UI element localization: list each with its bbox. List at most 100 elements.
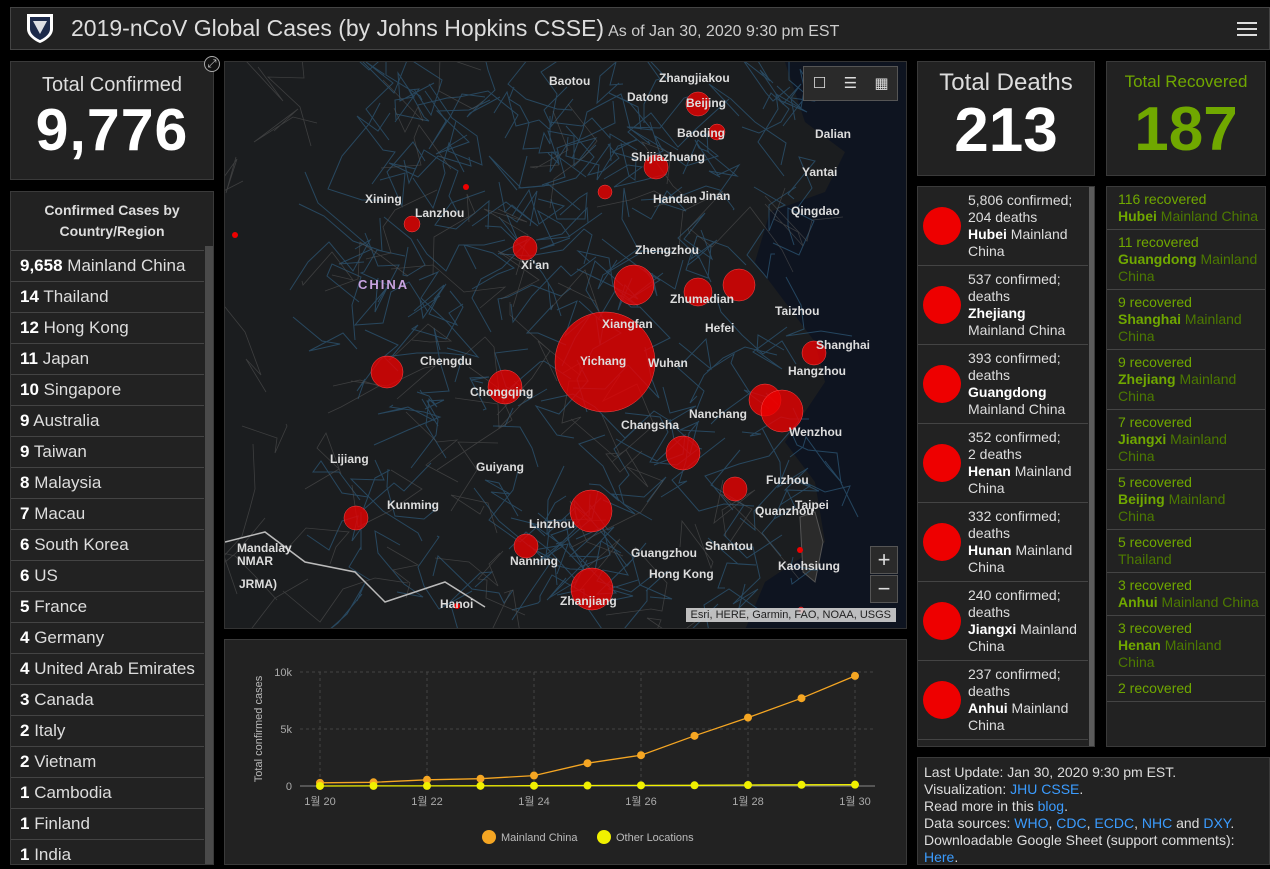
nhc-link[interactable]: NHC [1141, 815, 1173, 831]
case-bubble [570, 567, 614, 611]
country-row[interactable]: 2 Italy [11, 715, 204, 746]
country-name: Malaysia [34, 473, 102, 492]
city-label: Chengdu [420, 354, 472, 368]
jhu-csse-link[interactable]: JHU CSSE [1010, 781, 1080, 797]
basemap-gallery-icon[interactable]: ▦ [874, 75, 889, 92]
country-row[interactable]: 7 Macau [11, 498, 204, 529]
city-label: Nanchang [689, 407, 747, 421]
death-list-item[interactable]: 5,806 confirmed; 204 deaths Hubei Mainland… [918, 187, 1088, 266]
country-row[interactable]: 9,658 Mainland China [11, 250, 204, 281]
data-point [423, 781, 431, 790]
confirmed-count: 237 confirmed; [968, 666, 1061, 682]
who-link[interactable]: WHO [1014, 815, 1049, 831]
country-row[interactable]: 6 US [11, 560, 204, 591]
recovered-list-item[interactable]: 9 recovered Zhejiang Mainland China [1107, 350, 1265, 410]
country-row[interactable]: 14 Thailand [11, 281, 204, 312]
city-label: Hong Kong [649, 567, 714, 581]
country-row[interactable]: 9 Australia [11, 405, 204, 436]
region-name: Jiangxi [968, 621, 1017, 637]
region-country: Mainland China [1118, 371, 1237, 404]
zoom-out-button[interactable]: − [870, 575, 898, 603]
data-point [637, 751, 645, 760]
country-name: Cambodia [34, 783, 112, 802]
recovered-list-item[interactable]: 2 recovered [1107, 676, 1265, 702]
case-bubble [722, 476, 748, 502]
region-country: Mainland China [1118, 637, 1222, 670]
country-row[interactable]: 2 Vietnam [11, 746, 204, 777]
map-view[interactable]: Baotou Zhangjiakou Datong Beijing Baoding Dal… [224, 61, 907, 629]
data-point [690, 731, 699, 740]
country-row[interactable]: 1 Cambodia [11, 777, 204, 808]
map-canvas[interactable]: Baotou Zhangjiakou Datong Beijing Baoding Dal… [225, 62, 907, 629]
country-row[interactable]: 8 Malaysia [11, 467, 204, 498]
cdc-link[interactable]: CDC [1056, 815, 1087, 831]
country-count: 4 [20, 628, 30, 647]
country-name: Italy [34, 721, 66, 740]
country-row[interactable]: 11 Japan [11, 343, 204, 374]
total-confirmed-value: 9,776 [35, 97, 189, 163]
country-row[interactable]: 10 Singapore [11, 374, 204, 405]
recovered-list-item[interactable]: 9 recovered Shanghai Mainland China [1107, 290, 1265, 350]
country-row[interactable]: 4 Germany [11, 622, 204, 653]
region-name: Guangdong [968, 384, 1047, 400]
ecdc-link[interactable]: ECDC [1094, 815, 1135, 831]
chart-panel: 0 5k 10k 1월 20 1월 22 1월 24 1월 26 1월 28 1월 30 Tota… [224, 639, 907, 865]
google-sheet-link[interactable]: Here [924, 849, 955, 865]
country-row[interactable]: 1 India [11, 839, 204, 864]
recovered-list-item[interactable]: 11 recovered Guangdong Mainland China [1107, 230, 1265, 290]
city-label: Nanning [510, 554, 558, 568]
case-bubble [643, 154, 669, 180]
country-row[interactable]: 1 Finland [11, 808, 204, 839]
country-list-scrollbar[interactable] [205, 246, 213, 864]
death-count: deaths [968, 683, 1011, 699]
zoom-in-button[interactable]: + [870, 546, 898, 574]
country-row[interactable]: 12 Hong Kong [11, 312, 204, 343]
country-row[interactable]: 5 France [11, 591, 204, 622]
deaths-list-scrollbar[interactable] [1089, 187, 1094, 746]
death-list-item[interactable]: 240 confirmed; deaths Jiangxi Mainland Chi… [918, 582, 1088, 661]
country-row[interactable]: 4 United Arab Emirates [11, 653, 204, 684]
country-count: 10 [20, 380, 39, 399]
hamburger-icon[interactable] [1237, 19, 1257, 37]
country-name: United Arab Emirates [34, 659, 195, 678]
death-list-item[interactable]: 537 confirmed; deaths Zhejiang Mainland Ch… [918, 266, 1088, 345]
region-name: Henan [968, 463, 1011, 479]
dxy-link[interactable]: DXY [1203, 815, 1231, 831]
app-header: 2019-nCoV Global Cases (by Johns Hopkins… [10, 7, 1270, 50]
region-country: Mainland China [968, 226, 1068, 259]
bookmark-icon[interactable]: ☐ [812, 75, 827, 92]
recovered-list-item[interactable]: 3 recovered Henan Mainland China [1107, 616, 1265, 676]
region-name: Zhejiang [1118, 371, 1176, 387]
blog-link[interactable]: blog [1037, 798, 1065, 814]
legend-icon[interactable]: ☰ [843, 75, 858, 92]
confirmed-count: 332 confirmed; [968, 508, 1061, 524]
map-attribution: Esri, HERE, Garmin, FAO, NOAA, USGS [685, 608, 896, 622]
recovered-list-item[interactable]: 5 recovered Beijing Mainland China [1107, 470, 1265, 530]
data-point [851, 780, 859, 789]
death-list-item[interactable]: 393 confirmed; deaths Guangdong Mainland C… [918, 345, 1088, 424]
recovered-list-item[interactable]: 3 recovered Anhui Mainland China [1107, 573, 1265, 616]
recovered-list-item[interactable]: 116 recovered Hubei Mainland China [1107, 187, 1265, 230]
country-name: US [34, 566, 58, 585]
recovered-list-item[interactable]: 7 recovered Jiangxi Mainland China [1107, 410, 1265, 470]
city-label: Shantou [705, 539, 753, 553]
city-label: Zhanjiang [560, 594, 617, 608]
death-list-item[interactable]: 332 confirmed; deaths Hunan Mainland China [918, 503, 1088, 582]
case-bubble [801, 340, 827, 366]
city-label: Taizhou [775, 304, 819, 318]
case-bubble [665, 435, 701, 471]
recovered-list-item[interactable]: 5 recovered Thailand [1107, 530, 1265, 573]
country-name: Germany [34, 628, 105, 647]
country-row[interactable]: 6 South Korea [11, 529, 204, 560]
country-count: 1 [20, 814, 30, 833]
country-row[interactable]: 3 Canada [11, 684, 204, 715]
death-list-item[interactable]: 237 confirmed; deaths Anhui Mainland China [918, 661, 1088, 740]
city-label: Lanzhou [415, 206, 464, 220]
country-row[interactable]: 9 Taiwan [11, 436, 204, 467]
death-list-item[interactable]: 352 confirmed; 2 deaths Henan Mainland Chi… [918, 424, 1088, 503]
region-country: Mainland China [1118, 431, 1227, 464]
country-count: 14 [20, 287, 39, 306]
expand-icon[interactable]: ⤢ [204, 56, 220, 72]
city-label: Baotou [549, 74, 590, 88]
total-recovered-panel: Total Recovered 187 [1106, 61, 1266, 176]
